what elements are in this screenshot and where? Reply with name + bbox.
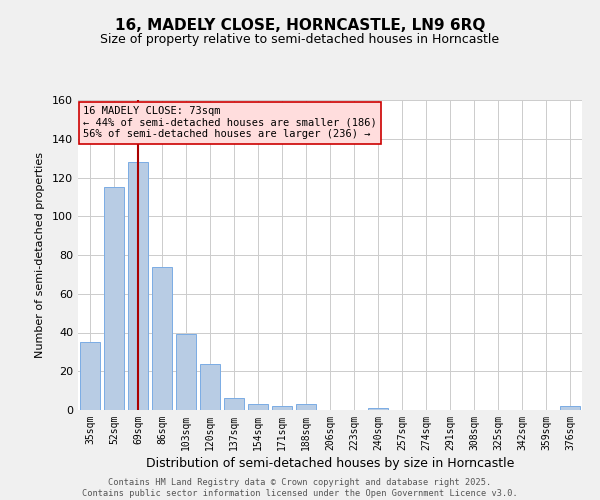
Bar — [272, 406, 292, 410]
Bar — [200, 364, 220, 410]
X-axis label: Distribution of semi-detached houses by size in Horncastle: Distribution of semi-detached houses by … — [146, 457, 514, 470]
Bar — [560, 406, 580, 410]
Text: Contains HM Land Registry data © Crown copyright and database right 2025.
Contai: Contains HM Land Registry data © Crown c… — [82, 478, 518, 498]
Bar — [248, 404, 268, 410]
Y-axis label: Number of semi-detached properties: Number of semi-detached properties — [35, 152, 45, 358]
Bar — [104, 187, 124, 410]
Bar — [128, 162, 148, 410]
Text: 16 MADELY CLOSE: 73sqm
← 44% of semi-detached houses are smaller (186)
56% of se: 16 MADELY CLOSE: 73sqm ← 44% of semi-det… — [83, 106, 377, 140]
Bar — [368, 408, 388, 410]
Text: 16, MADELY CLOSE, HORNCASTLE, LN9 6RQ: 16, MADELY CLOSE, HORNCASTLE, LN9 6RQ — [115, 18, 485, 32]
Bar — [176, 334, 196, 410]
Bar — [80, 342, 100, 410]
Bar — [224, 398, 244, 410]
Bar — [152, 266, 172, 410]
Bar — [296, 404, 316, 410]
Text: Size of property relative to semi-detached houses in Horncastle: Size of property relative to semi-detach… — [100, 32, 500, 46]
